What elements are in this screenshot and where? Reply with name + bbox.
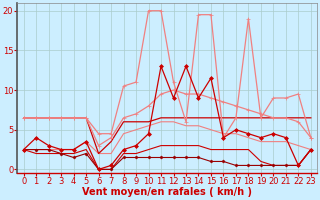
X-axis label: Vent moyen/en rafales ( km/h ): Vent moyen/en rafales ( km/h ) [82, 187, 252, 197]
